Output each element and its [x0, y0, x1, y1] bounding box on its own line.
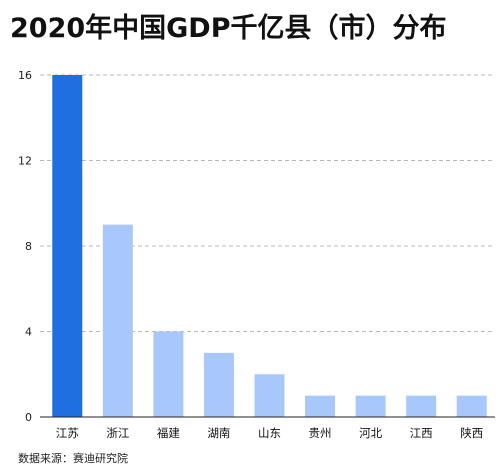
x-tick-label: 贵州: [309, 426, 332, 440]
x-tick-label: 浙江: [106, 426, 129, 440]
y-tick-label: 12: [18, 155, 32, 168]
y-tick-label: 8: [25, 240, 32, 253]
bar-8: [406, 395, 437, 417]
bar-2: [102, 224, 133, 417]
x-tick-label: 江西: [410, 426, 433, 440]
bar-4: [203, 352, 234, 417]
y-axis-ticks: 0 4 8 12 16: [18, 69, 32, 424]
y-tick-label: 16: [18, 69, 32, 82]
bar-1: [52, 75, 83, 417]
x-tick-label: 陕西: [460, 426, 483, 440]
bars: [52, 75, 487, 417]
x-tick-label: 山东: [258, 426, 281, 440]
y-tick-label: 0: [25, 411, 32, 424]
bar-9: [456, 395, 487, 417]
data-source: 数据来源：赛迪研究院: [18, 452, 128, 465]
x-tick-label: 福建: [157, 426, 180, 440]
grid-lines: [40, 74, 495, 332]
x-axis-ticks: 江苏 浙江 福建 湖南 山东 贵州 河北 江西 陕西: [56, 426, 483, 440]
x-tick-label: 河北: [359, 426, 382, 440]
bar-3: [153, 331, 184, 417]
bar-6: [305, 395, 336, 417]
x-tick-label: 江苏: [56, 426, 79, 440]
y-tick-label: 4: [25, 326, 32, 339]
chart-title: 2020年中国GDP千亿县（市）分布: [10, 13, 447, 44]
x-tick-label: 湖南: [207, 426, 230, 440]
bar-5: [254, 374, 285, 417]
bar-7: [355, 395, 386, 417]
